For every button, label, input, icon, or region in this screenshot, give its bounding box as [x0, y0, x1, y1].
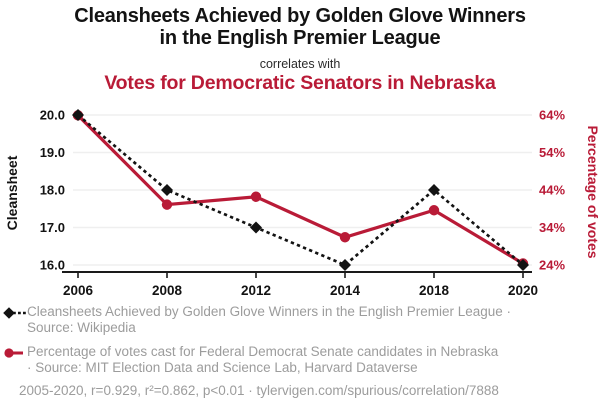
svg-text:34%: 34%: [539, 220, 565, 235]
correlates-with-text: correlates with: [259, 57, 341, 71]
svg-text:16.0: 16.0: [40, 258, 65, 273]
svg-text:Cleansheet: Cleansheet: [4, 155, 20, 230]
svg-text:2012: 2012: [241, 283, 271, 298]
legend-label: Cleansheets Achieved by Golden Glove Win…: [27, 304, 512, 335]
svg-text:2020: 2020: [508, 283, 538, 298]
svg-text:2018: 2018: [419, 283, 450, 298]
black-diamond-dashed-icon: [3, 307, 26, 319]
legend: Cleansheets Achieved by Golden Glove Win…: [3, 304, 588, 384]
svg-text:20.0: 20.0: [40, 108, 65, 123]
svg-text:24%: 24%: [539, 258, 565, 273]
line-chart: 16.0 24% 17.0 34% 18.0 44% 19.0 54% 20.0 64% 2006 2…: [4, 108, 600, 299]
legend-item-votes: Percentage of votes cast for Federal Dem…: [3, 344, 588, 376]
svg-text:18.0: 18.0: [40, 183, 65, 198]
svg-text:2014: 2014: [330, 283, 361, 298]
svg-text:17.0: 17.0: [40, 220, 65, 235]
svg-text:2006: 2006: [63, 283, 94, 298]
page-title-line1: Cleansheets Achieved by Golden Glove Win…: [74, 5, 526, 27]
legend-item-cleansheets: Cleansheets Achieved by Golden Glove Win…: [3, 304, 588, 336]
page-subtitle: Votes for Democratic Senators in Nebrask…: [104, 72, 496, 94]
page-title: Cleansheets Achieved by Golden Glove Win…: [0, 5, 600, 49]
footer-citation: 2005-2020, r=0.929, r²=0.862, p<0.01 · t…: [19, 383, 499, 398]
svg-text:19.0: 19.0: [40, 145, 65, 160]
legend-label: Percentage of votes cast for Federal Dem…: [27, 344, 499, 375]
svg-text:44%: 44%: [539, 183, 565, 198]
page-title-line2: in the English Premier League: [159, 27, 441, 49]
svg-text:2008: 2008: [152, 283, 183, 298]
svg-text:54%: 54%: [539, 145, 565, 160]
svg-text:Percentage of votes: Percentage of votes: [585, 125, 600, 258]
red-circle-solid-icon: [4, 348, 23, 358]
svg-text:64%: 64%: [539, 108, 565, 123]
